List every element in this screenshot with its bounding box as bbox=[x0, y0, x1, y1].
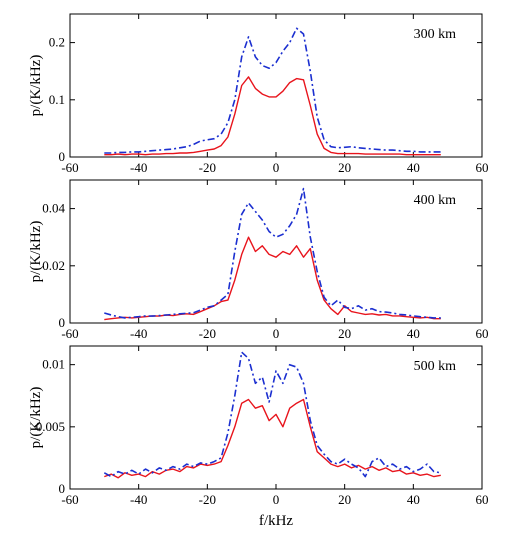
x-tick-label: -20 bbox=[199, 160, 216, 175]
x-tick-label: 0 bbox=[273, 160, 280, 175]
y-tick-label: 0.01 bbox=[42, 357, 65, 372]
y-tick-label: 0 bbox=[59, 149, 66, 164]
y-axis-label: p/(K/kHz) bbox=[28, 221, 44, 283]
x-tick-label: -60 bbox=[61, 160, 78, 175]
x-tick-label: 60 bbox=[476, 326, 489, 341]
y-tick-label: 0 bbox=[59, 315, 66, 330]
series-line-dash-dot bbox=[104, 27, 441, 154]
y-tick-label: 0 bbox=[59, 481, 66, 496]
series-line-dash-dot bbox=[104, 187, 441, 319]
x-tick-label: -40 bbox=[130, 160, 147, 175]
y-axis-label: p/(K/kHz) bbox=[28, 387, 44, 449]
x-tick-label: 0 bbox=[273, 492, 280, 507]
altitude-annotation: 500 km bbox=[414, 359, 457, 374]
x-tick-label: 60 bbox=[476, 160, 489, 175]
series-line-solid bbox=[104, 76, 441, 156]
y-tick-label: 0.02 bbox=[42, 258, 65, 273]
y-tick-label: 0.1 bbox=[49, 92, 65, 107]
x-tick-label: 20 bbox=[338, 492, 351, 507]
chart-panel-2: -60 -40 -20 0 20 40 60 0 0.02 0.04 p/(K/kHz) 400 km bbox=[28, 179, 489, 341]
y-tick-label: 0.005 bbox=[36, 419, 65, 434]
altitude-annotation: 300 km bbox=[414, 27, 457, 42]
series-line-dash-dot bbox=[103, 351, 441, 478]
x-tick-label: -20 bbox=[199, 326, 216, 341]
series-line-solid bbox=[104, 236, 441, 321]
x-tick-label: 0 bbox=[273, 326, 280, 341]
x-tick-label: -20 bbox=[199, 492, 216, 507]
altitude-annotation: 400 km bbox=[414, 193, 457, 208]
x-tick-label: -60 bbox=[61, 326, 78, 341]
x-tick-label: 40 bbox=[407, 326, 420, 341]
y-tick-label: 0.04 bbox=[42, 201, 65, 216]
chart-panel-3: -60 -40 -20 0 20 40 60 0 0.005 0.01 p/(K/kHz) 500 k… bbox=[28, 345, 489, 529]
x-tick-label: 20 bbox=[338, 160, 351, 175]
x-tick-label: 40 bbox=[407, 492, 420, 507]
y-tick-label: 0.2 bbox=[49, 35, 65, 50]
series-line-solid bbox=[104, 398, 441, 479]
x-tick-label: 60 bbox=[476, 492, 489, 507]
x-tick-label: 40 bbox=[407, 160, 420, 175]
y-axis-label: p/(K/kHz) bbox=[28, 55, 44, 117]
x-tick-label: 20 bbox=[338, 326, 351, 341]
x-tick-label: -40 bbox=[130, 492, 147, 507]
x-tick-label: -60 bbox=[61, 492, 78, 507]
chart-panel-1: -60 -40 -20 0 20 40 60 0 0.1 0.2 p/(K/kHz) 300 km bbox=[28, 13, 489, 175]
x-axis-label: f/kHz bbox=[259, 513, 293, 529]
x-tick-label: -40 bbox=[130, 326, 147, 341]
